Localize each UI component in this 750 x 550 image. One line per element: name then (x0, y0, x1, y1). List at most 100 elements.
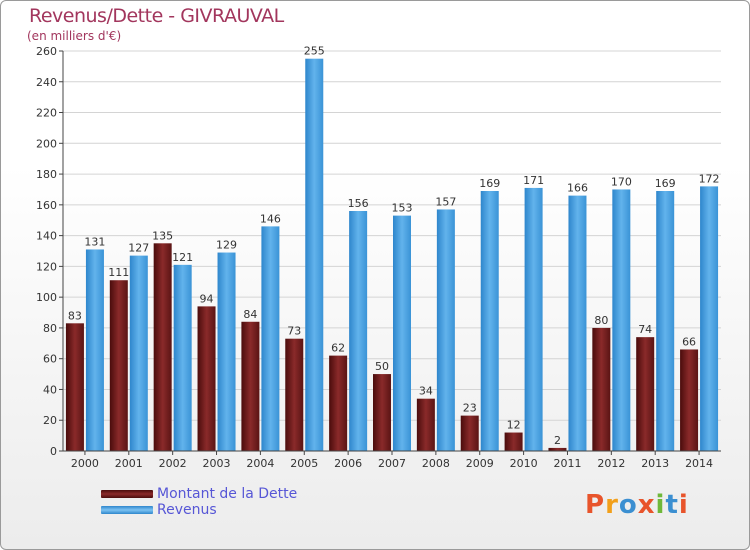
logo-letter: x (637, 490, 656, 520)
data-label-dette: 74 (638, 323, 652, 336)
x-tick-label: 2004 (246, 457, 274, 470)
bar-dette (504, 432, 523, 451)
data-label-dette: 2 (554, 434, 561, 447)
x-tick-label: 2013 (641, 457, 669, 470)
bar-dette (197, 306, 216, 451)
data-label-dette: 80 (594, 314, 608, 327)
bar-revenus (700, 186, 719, 451)
bar-dette (548, 447, 567, 451)
data-label-revenus: 169 (479, 177, 500, 190)
legend-label-revenus: Revenus (157, 502, 217, 518)
y-tick-label: 100 (36, 291, 57, 304)
x-tick-label: 2009 (466, 457, 494, 470)
x-tick-label: 2006 (334, 457, 362, 470)
bar-revenus (656, 191, 675, 451)
bar-revenus (524, 187, 543, 451)
bar-revenus (261, 226, 280, 451)
logo-letter: i (678, 490, 689, 520)
bar-revenus (436, 209, 455, 451)
data-label-revenus: 255 (304, 45, 325, 58)
bar-revenus (393, 215, 411, 451)
x-tick-label: 2002 (159, 457, 187, 470)
x-tick-label: 2014 (685, 457, 713, 470)
y-tick-label: 180 (36, 168, 57, 181)
proxiti-logo: Proxiti (585, 490, 689, 520)
data-label-revenus: 146 (260, 212, 281, 225)
bars (65, 58, 719, 451)
bar-revenus (612, 189, 631, 451)
legend-swatch-dette (101, 490, 153, 498)
data-label-revenus: 157 (435, 195, 456, 208)
bar-revenus (217, 252, 236, 451)
grid (63, 50, 721, 452)
bar-dette (65, 323, 84, 451)
data-label-revenus: 172 (699, 172, 720, 185)
bar-dette (109, 280, 128, 451)
bar-dette (373, 374, 391, 451)
data-label-revenus: 121 (172, 251, 193, 264)
x-tick-label: 2007 (378, 457, 406, 470)
x-tick-label: 2011 (553, 457, 581, 470)
x-tick-label: 2000 (71, 457, 99, 470)
data-label-dette: 135 (152, 229, 173, 242)
y-tick-label: 160 (36, 199, 57, 212)
data-label-revenus: 129 (216, 239, 237, 252)
data-label-revenus: 127 (128, 242, 149, 255)
logo-letter: t (665, 490, 679, 520)
axes: 0 20 40 60 80 100 120 140 160 180 200 220 240 260 2000… (36, 45, 721, 470)
bar-dette (460, 415, 479, 451)
data-label-revenus: 169 (655, 177, 676, 190)
y-tick-label: 80 (43, 322, 57, 335)
y-tick-label: 240 (36, 76, 57, 89)
bar-dette (153, 243, 172, 451)
y-tick-label: 20 (43, 414, 57, 427)
data-label-revenus: 156 (348, 197, 369, 210)
y-tick-label: 220 (36, 107, 57, 120)
legend-swatch-revenus (101, 506, 153, 514)
x-tick-label: 2012 (597, 457, 625, 470)
y-tick-label: 200 (36, 137, 57, 150)
y-tick-label: 60 (43, 353, 57, 366)
data-label-dette: 111 (108, 266, 129, 279)
bar-dette (592, 327, 611, 451)
bar-dette (241, 321, 260, 451)
x-tick-label: 2008 (422, 457, 450, 470)
logo-letter: P (585, 490, 606, 520)
bar-revenus (349, 211, 368, 451)
chart-title: Revenus/Dette - GIVRAUVAL (29, 5, 284, 27)
data-label-revenus: 153 (392, 202, 413, 215)
bar-revenus (480, 191, 499, 451)
x-tick-label: 2001 (115, 457, 143, 470)
bar-revenus (305, 58, 324, 451)
data-label-dette: 83 (68, 309, 82, 322)
data-label-dette: 34 (419, 385, 433, 398)
data-label-dette: 66 (682, 335, 696, 348)
bar-revenus (85, 249, 104, 451)
bar-revenus (173, 264, 192, 451)
data-label-revenus: 170 (611, 175, 632, 188)
logo-letter: r (605, 490, 619, 520)
y-tick-label: 0 (50, 445, 57, 458)
x-tick-label: 2003 (203, 457, 231, 470)
bar-revenus (568, 195, 587, 451)
data-label-dette: 12 (507, 419, 521, 432)
bar-dette (636, 337, 655, 451)
logo-letter: i (655, 490, 666, 520)
data-label-dette: 73 (287, 325, 301, 338)
data-label-dette: 62 (331, 342, 345, 355)
data-label-revenus: 166 (567, 182, 588, 195)
bar-revenus (129, 255, 148, 451)
legend-label-dette: Montant de la Dette (157, 486, 298, 502)
logo-letter: o (618, 490, 638, 520)
y-tick-label: 40 (43, 383, 57, 396)
bar-dette (329, 355, 348, 451)
data-label-revenus: 131 (84, 235, 105, 248)
bar-dette (285, 338, 304, 451)
y-tick-label: 260 (36, 45, 57, 58)
data-label-dette: 94 (200, 292, 214, 305)
data-label-dette: 50 (375, 360, 389, 373)
y-tick-label: 120 (36, 260, 57, 273)
bar-dette (680, 349, 699, 451)
